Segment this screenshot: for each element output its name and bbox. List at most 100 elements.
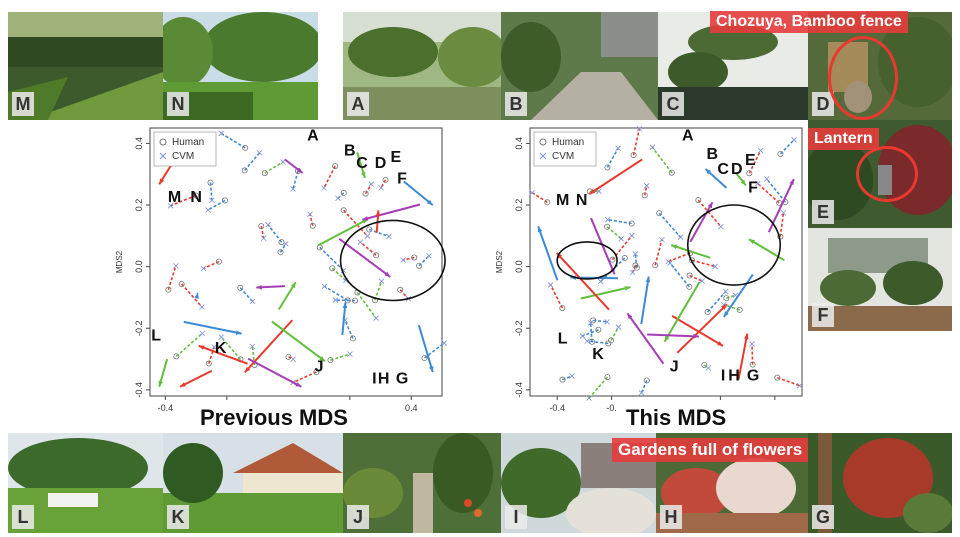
legend: Human CVM xyxy=(533,131,597,167)
arrow-head xyxy=(789,179,794,186)
arrow-link xyxy=(247,357,302,388)
dashed-link xyxy=(751,343,754,365)
human-point xyxy=(173,353,180,360)
cluster-ellipse xyxy=(556,241,618,280)
point-label-f: F xyxy=(397,170,407,187)
dashed-link xyxy=(777,376,800,387)
cvm-point xyxy=(218,130,225,137)
human-point xyxy=(313,369,320,376)
cvm-point xyxy=(757,147,764,154)
human-point xyxy=(604,164,611,171)
dashed-link xyxy=(748,150,762,174)
cvm-point xyxy=(373,315,379,321)
human-point xyxy=(340,207,347,214)
dashed-link xyxy=(587,340,609,345)
dashed-link xyxy=(632,128,641,156)
legend-human-marker xyxy=(539,138,547,146)
cvm-point xyxy=(618,236,625,242)
arrow-head xyxy=(361,171,366,178)
arrow-head xyxy=(723,311,729,317)
dashed-link xyxy=(207,199,226,211)
cvm-point xyxy=(569,373,575,379)
dashed-link xyxy=(606,147,619,168)
point-label-k: K xyxy=(592,346,604,363)
photo-label-a: A xyxy=(347,92,369,116)
legend-cvm-marker xyxy=(159,152,167,160)
human-point xyxy=(351,297,358,304)
point-label-j: J xyxy=(670,358,679,375)
dashed-link xyxy=(264,161,284,174)
cvm-point xyxy=(604,319,610,325)
this-mds-caption: This MDS xyxy=(626,405,727,430)
y-tick-label: 0.2 xyxy=(514,199,524,212)
dashed-link xyxy=(640,380,648,394)
cvm-point xyxy=(400,257,406,263)
cvm-point xyxy=(659,236,665,243)
cvm-point xyxy=(579,333,586,339)
y-axis-label: MDS2 xyxy=(115,250,124,273)
arrow-head xyxy=(740,179,746,186)
human-point xyxy=(178,280,185,287)
photo-label-b: B xyxy=(505,92,527,116)
y-tick-label: 0.4 xyxy=(514,137,524,150)
x-tick-label: 0.4 xyxy=(405,403,418,413)
cvm-point xyxy=(343,277,349,284)
dashed-link xyxy=(319,246,345,272)
cvm-point xyxy=(368,181,375,187)
cvm-point xyxy=(249,298,256,305)
dashed-link xyxy=(324,285,349,302)
cvm-point xyxy=(209,197,215,204)
cvm-point xyxy=(307,211,313,218)
cvm-point xyxy=(321,283,328,290)
dashed-link xyxy=(167,265,177,290)
point-label-k: K xyxy=(215,340,227,357)
human-point xyxy=(221,197,228,204)
arrow-head xyxy=(159,178,165,185)
arrow-head xyxy=(717,341,724,346)
arrow-link xyxy=(670,244,711,259)
human-point xyxy=(595,326,602,333)
point-label-a: A xyxy=(682,127,694,144)
human-point xyxy=(701,361,708,368)
y-tick-label: 0.2 xyxy=(134,199,144,212)
arrow-head xyxy=(158,380,163,387)
dashed-link xyxy=(344,319,354,339)
photo-label-j: J xyxy=(347,505,369,529)
dashed-link xyxy=(267,224,283,243)
garden-photo-g: G xyxy=(808,433,952,533)
dashed-link xyxy=(364,183,372,195)
point-label-h: H xyxy=(728,368,740,385)
arrow-link xyxy=(663,281,701,343)
arrow-link xyxy=(689,201,714,243)
human-point xyxy=(641,192,648,199)
dashed-link xyxy=(654,239,663,266)
cvm-point xyxy=(636,125,643,132)
point-label-i: I xyxy=(721,368,725,385)
chozuya-caption: Chozuya, Bamboo fence xyxy=(710,11,908,33)
arrow-head xyxy=(295,382,302,387)
cluster-ellipse xyxy=(339,219,446,302)
chozuya-highlight-circle xyxy=(828,36,898,120)
cvm-point xyxy=(649,144,656,151)
cvm-point xyxy=(199,330,205,337)
cvm-point xyxy=(256,150,263,156)
cvm-point xyxy=(218,334,225,340)
cvm-point xyxy=(699,278,705,284)
point-label-n: N xyxy=(576,192,588,209)
arrow-link xyxy=(722,274,754,318)
human-point xyxy=(241,167,248,174)
arrow-head xyxy=(384,271,391,277)
human-point xyxy=(605,340,612,347)
cvm-point xyxy=(584,338,591,344)
cvm-point xyxy=(586,395,592,401)
photo-label-n: N xyxy=(167,92,189,116)
this-mds-plot: -0.4 -0.2 0.0 0.2 0.4 MDS2 -0.4 -0. Human CVM ABC D… xyxy=(495,125,803,413)
cvm-point xyxy=(347,351,353,357)
dashed-link xyxy=(356,292,377,319)
point-label-b: B xyxy=(344,143,356,160)
point-label-h: H xyxy=(378,371,390,388)
arrow-head xyxy=(671,244,678,250)
arrow-link xyxy=(640,276,650,325)
garden-photo-l: L xyxy=(8,433,163,533)
arrow-head xyxy=(627,313,633,320)
